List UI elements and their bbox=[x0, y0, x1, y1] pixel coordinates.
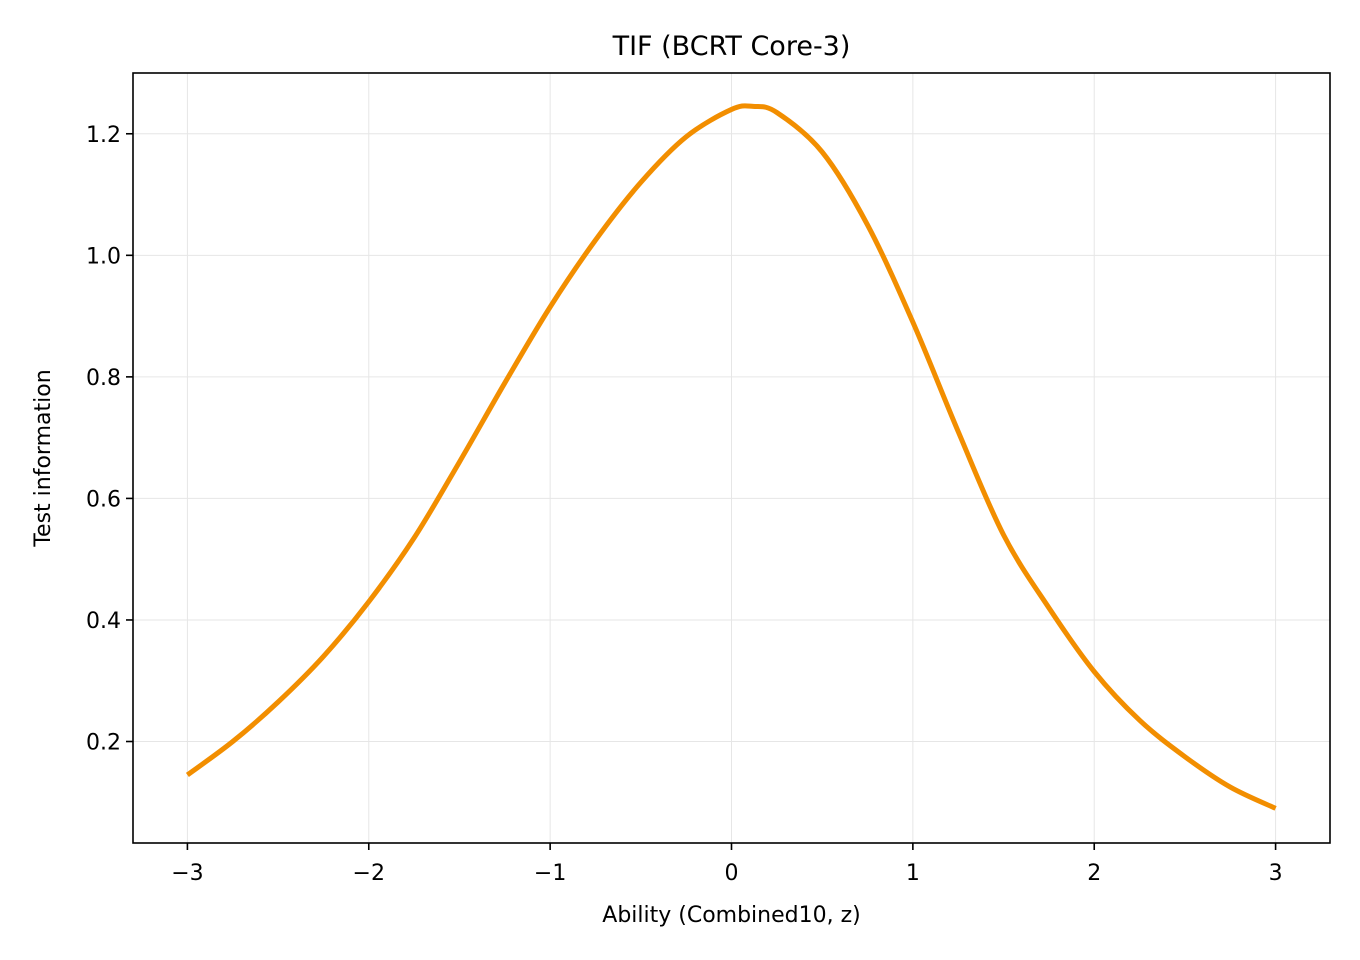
y-tick-label: 0.2 bbox=[86, 731, 121, 756]
x-axis-title: Ability (Combined10, z) bbox=[602, 903, 860, 928]
x-tick-label: 2 bbox=[1087, 861, 1101, 886]
series-layer bbox=[185, 103, 1277, 811]
x-tick-label: 1 bbox=[906, 861, 920, 886]
ticks-layer: −3 −2 −1 0 1 2 3 0.2 0.4 0.6 0.8 1.0 1.2 bbox=[86, 123, 1283, 886]
x-tick-label: −1 bbox=[534, 861, 566, 886]
y-tick-label: 0.8 bbox=[86, 366, 121, 391]
y-tick-label: 1.0 bbox=[86, 244, 121, 269]
chart-title: TIF (BCRT Core-3) bbox=[612, 31, 851, 62]
x-tick-label: −3 bbox=[171, 861, 203, 886]
series-line bbox=[185, 103, 1277, 811]
y-tick-label: 0.4 bbox=[86, 609, 121, 634]
y-axis-title: Test information bbox=[31, 369, 56, 547]
x-tick-label: −2 bbox=[353, 861, 385, 886]
grid-layer bbox=[133, 73, 1330, 843]
x-tick-label: 0 bbox=[725, 861, 739, 886]
y-tick-label: 1.2 bbox=[86, 123, 121, 148]
x-tick-label: 3 bbox=[1269, 861, 1283, 886]
y-tick-label: 0.6 bbox=[86, 487, 121, 512]
